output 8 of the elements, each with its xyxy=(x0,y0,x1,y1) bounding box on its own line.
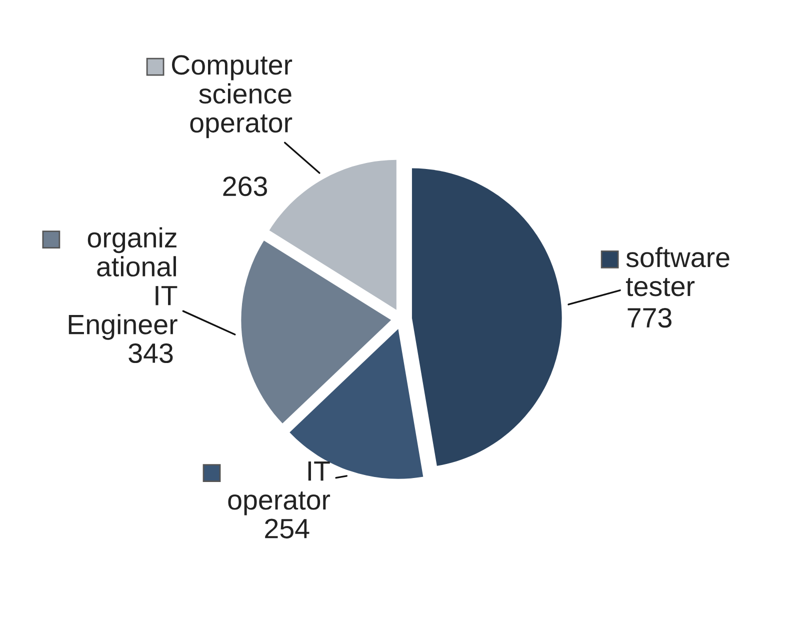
slice-label: IT operator xyxy=(228,461,330,516)
data-label: 773 xyxy=(628,308,672,328)
data-label: 263 xyxy=(223,176,267,196)
legend-label: Computer science operator xyxy=(172,55,292,138)
legend-label: software tester xyxy=(626,246,730,296)
data-label: 254 xyxy=(265,518,310,538)
data-label: 343 xyxy=(128,343,173,364)
legend-label: organiz ational IT Engineer xyxy=(68,227,178,340)
